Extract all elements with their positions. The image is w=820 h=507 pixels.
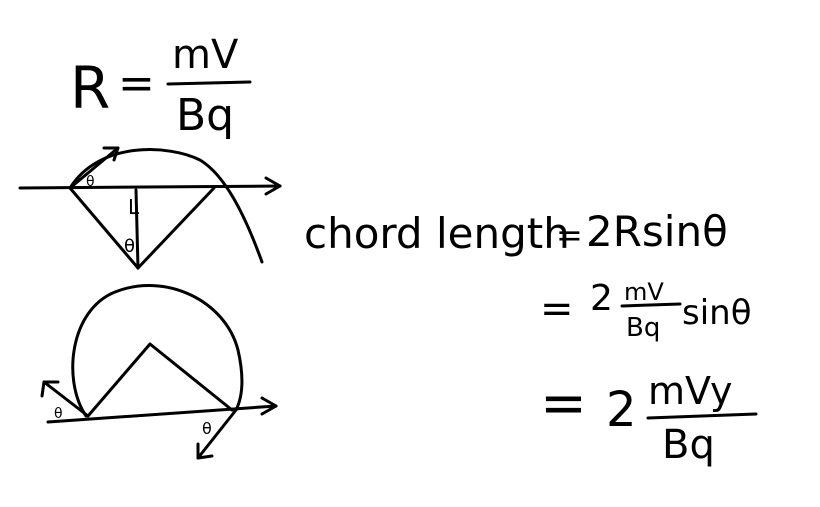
line2-trig: sinθ [682,293,752,333]
bottom-exit-velocity-arrowhead [196,442,214,460]
top-center-angle-label: θ [124,236,135,257]
radius-fraction-bar [166,80,252,86]
bottom-radii-lines [86,342,234,418]
derivation-line-1: chord length = 2Rsinθ [304,207,728,258]
line2-numerator: mV [624,278,664,306]
bottom-exit-angle-label: θ [202,419,212,438]
top-trajectory-diagram: θ L θ [18,146,282,270]
bottom-trajectory-arc [71,284,244,418]
top-axis-arrowhead [264,176,282,196]
line3-equals: = [540,371,587,436]
perpendicular-bisector [134,188,140,270]
line3-denominator: Bq [662,422,715,468]
derivation-line-3: = 2 mVy Bq [540,369,758,468]
top-entry-angle-label: θ [86,174,95,190]
chord-length-text: chord length [304,209,570,258]
bottom-exit-velocity-line [196,408,238,460]
radius-formula: R = mV Bq [70,32,252,141]
radius-equals: = [118,58,155,109]
right-angle-mark: L [128,195,140,219]
bottom-entry-velocity-arrowhead [40,380,60,398]
bottom-entry-velocity-line [42,380,90,418]
radius-numerator: mV [172,32,239,78]
line1-rhs: 2Rsinθ [586,207,728,256]
line3-coefficient: 2 [606,382,637,438]
entry-velocity-arrowhead [102,146,120,162]
line3-fraction-bar [646,412,758,420]
line2-fraction-bar [620,302,682,308]
line3-numerator: mVy [648,369,732,413]
bottom-entry-angle-label: θ [54,406,63,422]
radius-line-left [68,186,140,270]
bottom-axis-arrowhead [260,396,278,416]
radius-symbol: R [70,54,110,122]
top-axis-line [18,184,282,190]
top-trajectory-arc [68,148,264,264]
line2-denominator: Bq [626,313,660,343]
derivation-line-2: = 2 mV Bq sinθ [540,278,752,343]
radius-line-right [136,186,216,270]
line2-coefficient: 2 [590,278,613,319]
bottom-trajectory-diagram: θ θ [40,284,278,460]
line1-equals: = [556,216,583,254]
line2-equals: = [540,286,574,332]
radius-denominator: Bq [176,90,234,141]
